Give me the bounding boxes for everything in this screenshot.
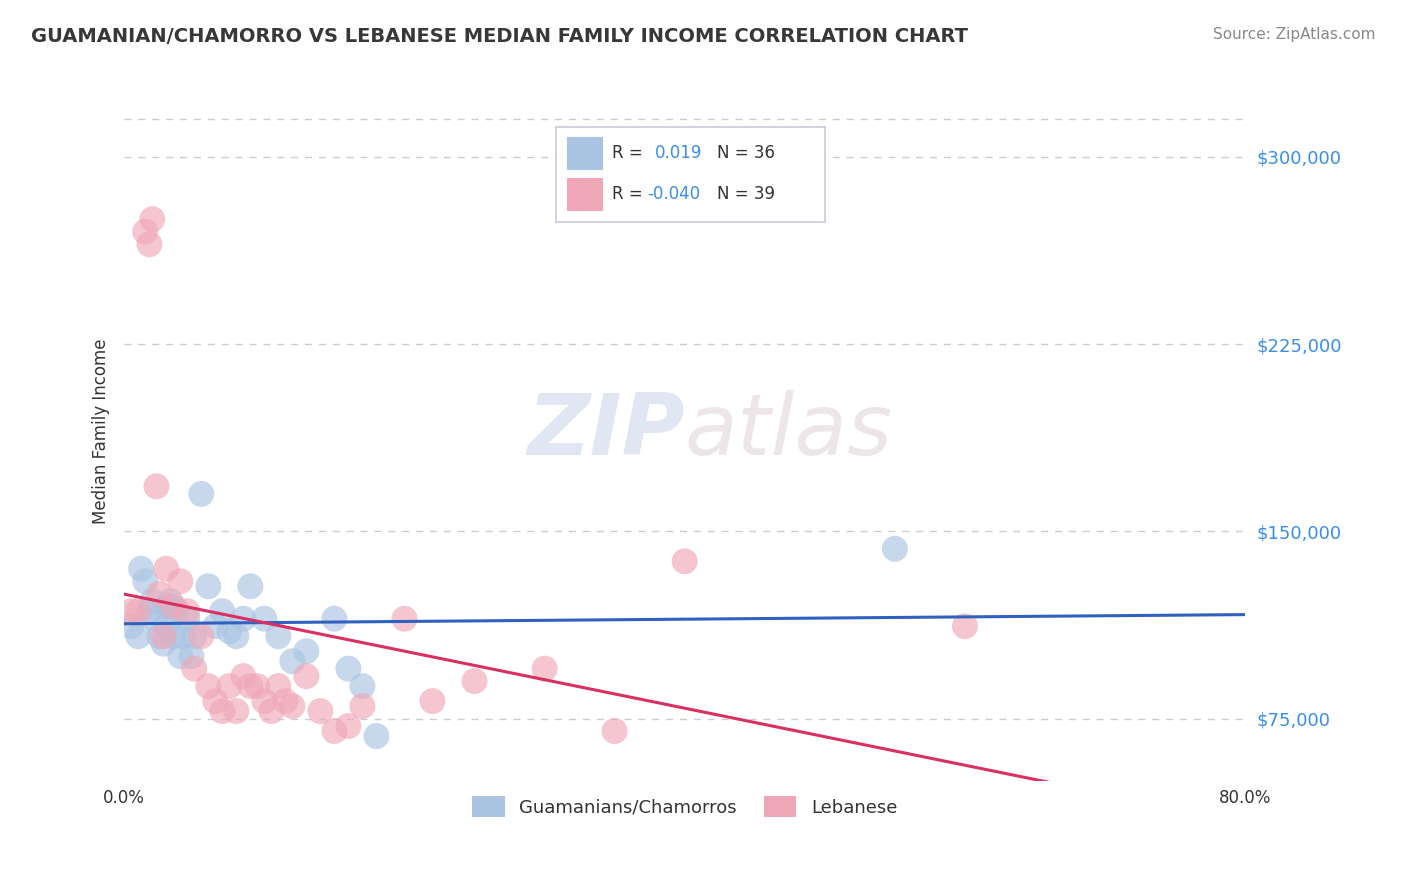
Point	[190, 487, 212, 501]
Point	[162, 629, 184, 643]
Point	[239, 579, 262, 593]
Point	[953, 619, 976, 633]
Point	[225, 629, 247, 643]
Point	[281, 654, 304, 668]
Point	[141, 594, 163, 608]
Point	[337, 719, 360, 733]
Point	[180, 649, 202, 664]
Point	[183, 662, 205, 676]
Point	[138, 237, 160, 252]
Point	[134, 574, 156, 589]
Point	[394, 612, 416, 626]
Point	[172, 629, 194, 643]
Point	[883, 541, 905, 556]
Point	[253, 694, 276, 708]
Point	[260, 704, 283, 718]
Point	[239, 679, 262, 693]
Point	[134, 225, 156, 239]
Point	[197, 579, 219, 593]
Point	[120, 619, 142, 633]
Point	[337, 662, 360, 676]
Point	[533, 662, 555, 676]
Point	[253, 612, 276, 626]
Point	[204, 619, 226, 633]
Point	[366, 729, 388, 743]
Point	[152, 629, 174, 643]
Point	[673, 554, 696, 568]
Point	[295, 644, 318, 658]
Point	[267, 629, 290, 643]
Point	[169, 574, 191, 589]
Point	[267, 679, 290, 693]
Point	[225, 704, 247, 718]
Point	[127, 604, 149, 618]
Point	[197, 679, 219, 693]
Point	[157, 599, 180, 614]
Point	[281, 699, 304, 714]
Point	[152, 637, 174, 651]
Text: Source: ZipAtlas.com: Source: ZipAtlas.com	[1212, 27, 1375, 42]
Point	[143, 612, 166, 626]
Point	[232, 669, 254, 683]
Point	[169, 649, 191, 664]
Point	[148, 587, 170, 601]
Point	[352, 699, 374, 714]
Point	[176, 612, 198, 626]
Point	[148, 629, 170, 643]
Point	[183, 629, 205, 643]
Point	[145, 479, 167, 493]
Point	[323, 612, 346, 626]
Point	[141, 212, 163, 227]
Point	[166, 604, 188, 618]
Point	[138, 604, 160, 618]
Point	[159, 594, 181, 608]
Point	[120, 604, 142, 618]
Point	[352, 679, 374, 693]
Text: GUAMANIAN/CHAMORRO VS LEBANESE MEDIAN FAMILY INCOME CORRELATION CHART: GUAMANIAN/CHAMORRO VS LEBANESE MEDIAN FA…	[31, 27, 967, 45]
Text: atlas: atlas	[685, 390, 893, 473]
Point	[127, 629, 149, 643]
Point	[295, 669, 318, 683]
Point	[176, 604, 198, 618]
Point	[323, 724, 346, 739]
Point	[155, 619, 177, 633]
Point	[309, 704, 332, 718]
Point	[246, 679, 269, 693]
Y-axis label: Median Family Income: Median Family Income	[93, 339, 110, 524]
Point	[603, 724, 626, 739]
Point	[218, 624, 240, 639]
Point	[129, 562, 152, 576]
Point	[218, 679, 240, 693]
Point	[232, 612, 254, 626]
Point	[211, 704, 233, 718]
Point	[155, 562, 177, 576]
Point	[204, 694, 226, 708]
Point	[274, 694, 297, 708]
Point	[162, 599, 184, 614]
Text: ZIP: ZIP	[527, 390, 685, 473]
Point	[211, 604, 233, 618]
Point	[422, 694, 444, 708]
Point	[463, 674, 485, 689]
Legend: Guamanians/Chamorros, Lebanese: Guamanians/Chamorros, Lebanese	[465, 789, 904, 824]
Point	[190, 629, 212, 643]
